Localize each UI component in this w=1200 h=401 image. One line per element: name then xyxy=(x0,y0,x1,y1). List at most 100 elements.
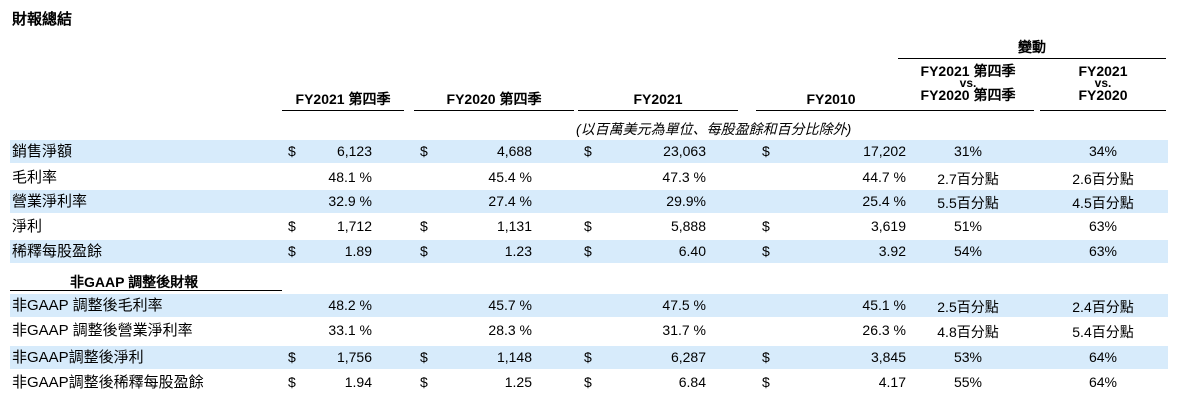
cell-value: 47.5 % xyxy=(662,297,706,313)
row-label: 銷售淨額 xyxy=(12,143,73,160)
cell-value: 32.9 % xyxy=(328,193,372,209)
cell-value: 27.4 % xyxy=(488,193,532,209)
cell-value: 33.1 % xyxy=(328,322,372,338)
cell-value: 45.7 % xyxy=(488,297,532,313)
cell-value: 4.8百分點 xyxy=(937,324,999,340)
row-label: 毛利率 xyxy=(12,169,58,186)
cell-value: 48.1 % xyxy=(328,169,372,185)
row-label: 非GAAP 調整後營業淨利率 xyxy=(12,322,193,339)
cell-value: 3,619 xyxy=(870,218,906,234)
currency-symbol: $ xyxy=(762,243,770,259)
header-change-year: FY2021 vs. FY2020 xyxy=(1040,64,1166,103)
cell-value: 3,845 xyxy=(870,349,906,365)
cell-value: 28.3 % xyxy=(488,322,532,338)
currency-symbol: $ xyxy=(420,374,428,390)
header-rule-fy2010 xyxy=(756,110,906,111)
cell-value: 45.1 % xyxy=(862,297,906,313)
row-label: 營業淨利率 xyxy=(12,193,88,210)
cell-value: 31.7 % xyxy=(662,322,706,338)
cell-value: 2.5百分點 xyxy=(937,299,999,315)
cell-value: 1,148 xyxy=(496,349,532,365)
cell-value: 2.4百分點 xyxy=(1072,299,1134,315)
header-change-quarter-vs: vs. xyxy=(959,76,977,90)
header-change-quarter: FY2021 第四季 vs. FY2020 第四季 xyxy=(902,64,1034,103)
currency-symbol: $ xyxy=(420,218,428,234)
header-change-year-line3: FY2020 xyxy=(1078,87,1128,103)
cell-value: 54% xyxy=(953,243,983,259)
cell-value: 26.3 % xyxy=(862,322,906,338)
cell-value: 5.5百分點 xyxy=(937,195,999,211)
currency-symbol: $ xyxy=(762,143,770,159)
cell-value: 55% xyxy=(953,374,983,390)
header-q4-2020: FY2020 第四季 xyxy=(446,91,542,107)
cell-value: 45.4 % xyxy=(488,169,532,185)
row-label: 淨利 xyxy=(12,218,43,235)
cell-value: 51% xyxy=(953,218,983,234)
cell-value: 17,202 xyxy=(863,143,906,159)
cell-value: 1,756 xyxy=(336,349,372,365)
change-group-rule xyxy=(898,58,1166,59)
header-change-quarter-line1: FY2021 第四季 xyxy=(920,63,1016,79)
currency-symbol: $ xyxy=(288,143,296,159)
currency-symbol: $ xyxy=(584,243,592,259)
row-band xyxy=(10,140,1168,163)
currency-symbol: $ xyxy=(584,143,592,159)
cell-value: 48.2 % xyxy=(328,297,372,313)
row-label: 非GAAP 調整後毛利率 xyxy=(12,297,163,314)
currency-symbol: $ xyxy=(420,349,428,365)
row-band xyxy=(10,294,1168,317)
currency-symbol: $ xyxy=(584,374,592,390)
currency-symbol: $ xyxy=(762,218,770,234)
cell-value: 1,712 xyxy=(336,218,372,234)
row-band xyxy=(10,346,1168,369)
cell-value: 31% xyxy=(953,143,983,159)
cell-value: 63% xyxy=(1088,218,1118,234)
cell-value: 3.92 xyxy=(878,243,906,259)
section-label-non-gaap: 非GAAP 調整後財報 xyxy=(70,274,199,290)
currency-symbol: $ xyxy=(762,349,770,365)
currency-symbol: $ xyxy=(762,374,770,390)
currency-symbol: $ xyxy=(584,218,592,234)
cell-value: 1.94 xyxy=(344,374,372,390)
currency-symbol: $ xyxy=(420,143,428,159)
row-band xyxy=(10,240,1168,263)
cell-value: 53% xyxy=(953,349,983,365)
cell-value: 64% xyxy=(1088,349,1118,365)
cell-value: 5,888 xyxy=(670,218,706,234)
header-fy2010: FY2010 xyxy=(806,91,856,107)
cell-value: 25.4 % xyxy=(862,193,906,209)
header-q4-2021: FY2021 第四季 xyxy=(295,91,391,107)
currency-symbol: $ xyxy=(288,243,296,259)
row-label: 稀釋每股盈餘 xyxy=(12,243,103,260)
units-note: (以百萬美元為單位、每股盈餘和百分比除外) xyxy=(576,121,852,137)
header-rule-fy2021 xyxy=(578,110,738,111)
row-label: 非GAAP調整後淨利 xyxy=(12,349,144,366)
page-title: 財報總結 xyxy=(12,11,73,28)
header-rule-q4-2020 xyxy=(414,110,574,111)
cell-value: 6.84 xyxy=(678,374,706,390)
cell-value: 1.23 xyxy=(504,243,532,259)
cell-value: 34% xyxy=(1088,143,1118,159)
currency-symbol: $ xyxy=(288,374,296,390)
change-group-header: 變動 xyxy=(1018,39,1046,55)
cell-value: 6.40 xyxy=(678,243,706,259)
cell-value: 6,123 xyxy=(336,143,372,159)
cell-value: 23,063 xyxy=(663,143,706,159)
cell-value: 29.9% xyxy=(666,193,706,209)
cell-value: 2.7百分點 xyxy=(937,171,999,187)
cell-value: 5.4百分點 xyxy=(1072,324,1134,340)
row-label: 非GAAP調整後稀釋每股盈餘 xyxy=(12,374,204,391)
section-rule xyxy=(10,290,282,291)
cell-value: 4.5百分點 xyxy=(1072,195,1134,211)
header-rule-q4-2021 xyxy=(282,110,404,111)
cell-value: 1.25 xyxy=(504,374,532,390)
currency-symbol: $ xyxy=(288,349,296,365)
cell-value: 4,688 xyxy=(496,143,532,159)
cell-value: 4.17 xyxy=(878,374,906,390)
header-fy2021: FY2021 xyxy=(633,91,683,107)
currency-symbol: $ xyxy=(420,243,428,259)
cell-value: 1.89 xyxy=(344,243,372,259)
header-rule-change-quarter xyxy=(902,110,1034,111)
currency-symbol: $ xyxy=(288,218,296,234)
cell-value: 44.7 % xyxy=(862,169,906,185)
